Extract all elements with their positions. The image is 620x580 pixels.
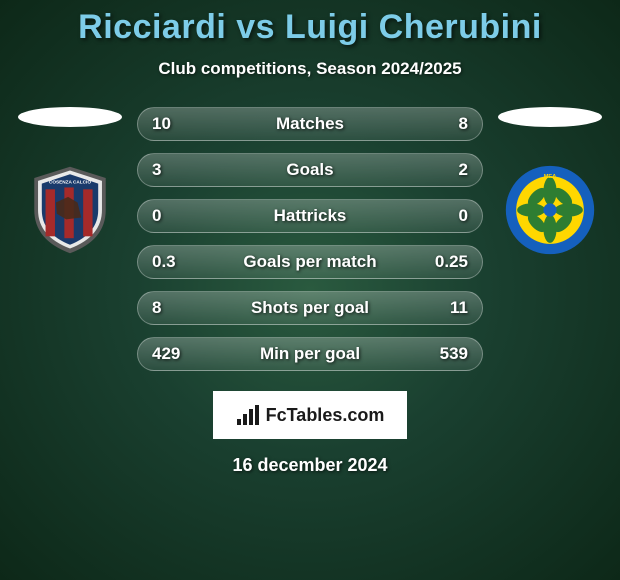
left-club-badge: COSENZA CALCIO (23, 163, 117, 257)
stat-left-value: 0 (152, 206, 192, 226)
stat-left-value: 8 (152, 298, 192, 318)
stat-label: Shots per goal (251, 298, 369, 318)
stat-row: 8 Shots per goal 11 (137, 291, 483, 325)
stat-right-value: 2 (428, 160, 468, 180)
stat-left-value: 10 (152, 114, 192, 134)
stat-left-value: 3 (152, 160, 192, 180)
right-player-shadow (498, 107, 602, 127)
stat-label: Matches (276, 114, 344, 134)
left-player-column: COSENZA CALCIO (15, 107, 125, 257)
stat-label: Goals (286, 160, 333, 180)
svg-text:COSENZA CALCIO: COSENZA CALCIO (49, 180, 91, 185)
stat-right-value: 0.25 (428, 252, 468, 272)
stat-row: 0 Hattricks 0 (137, 199, 483, 233)
stat-row: 429 Min per goal 539 (137, 337, 483, 371)
shield-icon: COSENZA CALCIO (23, 163, 117, 257)
comparison-subtitle: Club competitions, Season 2024/2025 (0, 59, 620, 79)
stat-label: Goals per match (243, 252, 376, 272)
brand-logo: FcTables.com (236, 405, 385, 426)
stat-right-value: 0 (428, 206, 468, 226)
stat-right-value: 539 (428, 344, 468, 364)
right-club-badge: MEA (503, 163, 597, 257)
stat-row: 10 Matches 8 (137, 107, 483, 141)
stats-table: 10 Matches 8 3 Goals 2 0 Hattricks 0 0.3… (137, 107, 483, 371)
stat-left-value: 429 (152, 344, 192, 364)
right-player-column: MEA (495, 107, 605, 257)
stat-label: Min per goal (260, 344, 360, 364)
svg-text:MEA: MEA (544, 174, 557, 180)
stat-row: 3 Goals 2 (137, 153, 483, 187)
comparison-content: COSENZA CALCIO 10 Matches 8 3 Goals 2 0 … (0, 107, 620, 371)
stat-left-value: 0.3 (152, 252, 192, 272)
comparison-title: Ricciardi vs Luigi Cherubini (0, 0, 620, 47)
stat-right-value: 8 (428, 114, 468, 134)
comparison-date: 16 december 2024 (0, 455, 620, 476)
left-player-shadow (18, 107, 122, 127)
brand-logo-box: FcTables.com (213, 391, 407, 439)
stat-row: 0.3 Goals per match 0.25 (137, 245, 483, 279)
bars-icon (236, 405, 262, 425)
brand-text: FcTables.com (266, 405, 385, 426)
stat-right-value: 11 (428, 298, 468, 318)
stat-label: Hattricks (274, 206, 347, 226)
circle-badge-icon: MEA (503, 163, 597, 257)
